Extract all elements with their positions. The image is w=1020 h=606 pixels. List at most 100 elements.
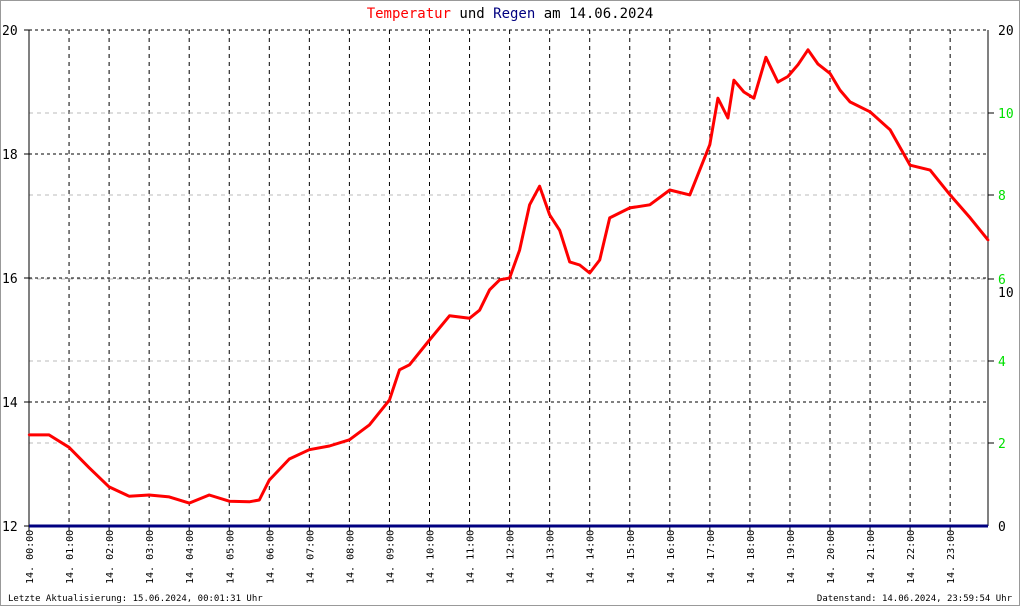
temperature-point	[598, 258, 601, 262]
temperature-point	[258, 498, 261, 502]
y-left-tick-label: 16	[2, 272, 18, 287]
temperature-point	[806, 48, 810, 52]
temperature-point	[368, 423, 371, 427]
temperature-point	[928, 168, 932, 172]
temperature-point	[848, 100, 852, 104]
temperature-point	[538, 185, 541, 188]
temperature-point	[288, 457, 291, 461]
temperature-point	[688, 193, 692, 197]
y-left-tick-label: 12	[2, 520, 18, 535]
temperature-point	[478, 309, 481, 312]
temperature-point	[167, 495, 171, 499]
temperature-point	[986, 238, 990, 242]
temperature-point	[47, 433, 51, 437]
temperature-point	[742, 90, 746, 94]
x-tick-label: 14. 13:00	[546, 530, 557, 584]
temperature-point	[448, 314, 451, 318]
temperature-point	[828, 72, 832, 75]
temperature-point	[816, 62, 820, 66]
temperature-point	[348, 438, 351, 442]
temperature-point	[764, 56, 768, 59]
x-tick-label: 14. 12:00	[506, 530, 517, 584]
x-tick-label: 14. 07:00	[305, 530, 316, 584]
y-right-tick-label: 0	[998, 520, 1006, 535]
x-tick-label: 14. 03:00	[145, 530, 156, 584]
temperature-point	[968, 216, 972, 220]
y-right-tick-label: 10	[998, 286, 1014, 301]
temperature-point	[67, 446, 71, 449]
footer-last-update: Letzte Aktualisierung: 15.06.2024, 00:01…	[8, 594, 263, 604]
rain-tick-label: 4	[998, 355, 1006, 370]
temperature-point	[948, 193, 952, 197]
title-regen: Regen	[493, 6, 535, 22]
temperature-point	[188, 501, 191, 505]
temperature-point	[726, 116, 730, 120]
temperature-point	[796, 63, 800, 66]
temperature-point	[127, 495, 131, 498]
x-tick-label: 14. 00:00	[25, 530, 36, 584]
temperature-point	[27, 433, 31, 437]
temperature-point	[752, 97, 756, 100]
temperature-point	[578, 263, 581, 267]
y-left-tick-label: 20	[2, 24, 18, 39]
x-tick-label: 14. 21:00	[866, 530, 877, 584]
chart-title: Temperatur und Regen am 14.06.2024	[367, 6, 654, 22]
x-tick-label: 14. 06:00	[265, 530, 276, 584]
y-right-tick-label: 20	[998, 24, 1014, 39]
temperature-point	[568, 260, 571, 264]
temperature-point	[398, 368, 401, 371]
temperature-point	[308, 448, 311, 451]
x-tick-label: 14. 23:00	[946, 530, 957, 584]
temperature-point	[87, 466, 91, 469]
temperature-point	[838, 88, 842, 92]
rain-tick-label: 6	[998, 273, 1006, 288]
temperature-point	[732, 79, 736, 82]
temperature-point	[508, 276, 511, 280]
x-tick-label: 14. 18:00	[746, 530, 757, 584]
temperature-point	[228, 500, 231, 503]
y-left-tick-label: 14	[2, 396, 18, 411]
x-tick-label: 14. 20:00	[826, 530, 837, 584]
temperature-point	[208, 493, 211, 497]
rain-tick-label: 10	[998, 107, 1014, 122]
y-left-tick-label: 18	[2, 148, 18, 163]
temperature-point	[548, 213, 551, 216]
title-und: und	[451, 6, 493, 22]
temperature-point	[628, 206, 631, 210]
temperature-point	[668, 188, 671, 192]
temperature-point	[107, 485, 111, 489]
temperature-point	[468, 317, 471, 320]
temperature-point	[528, 203, 531, 207]
x-tick-label: 14. 05:00	[225, 530, 236, 584]
temperature-point	[708, 143, 712, 146]
temperature-point	[908, 163, 912, 167]
temperature-point	[268, 478, 271, 482]
x-tick-label: 14. 04:00	[185, 530, 196, 584]
temperature-point	[868, 110, 872, 114]
x-tick-label: 14. 11:00	[466, 530, 477, 584]
temperature-point	[428, 338, 431, 342]
temperature-point	[328, 444, 331, 448]
temperature-point	[498, 278, 501, 282]
x-tick-label: 14. 10:00	[426, 530, 437, 584]
x-tick-label: 14. 16:00	[666, 530, 677, 584]
temperature-point	[648, 203, 651, 207]
temperature-point	[786, 75, 790, 78]
x-tick-label: 14. 22:00	[906, 530, 917, 584]
x-tick-label: 14. 14:00	[586, 530, 597, 584]
temperature-point	[776, 80, 780, 84]
temperature-point	[608, 216, 611, 220]
rain-tick-label: 8	[998, 189, 1006, 204]
temperature-point	[408, 363, 411, 366]
title-temperature: Temperatur	[367, 6, 451, 22]
temperature-point	[558, 229, 561, 232]
rain-tick-label: 2	[998, 437, 1006, 452]
x-tick-label: 14. 09:00	[385, 530, 396, 584]
footer-data-status: Datenstand: 14.06.2024, 23:59:54 Uhr	[817, 594, 1013, 604]
x-tick-label: 14. 01:00	[65, 530, 76, 584]
temperature-point	[488, 288, 491, 291]
temperature-point	[518, 248, 521, 252]
temperature-point	[248, 500, 251, 504]
x-tick-label: 14. 17:00	[706, 530, 717, 584]
